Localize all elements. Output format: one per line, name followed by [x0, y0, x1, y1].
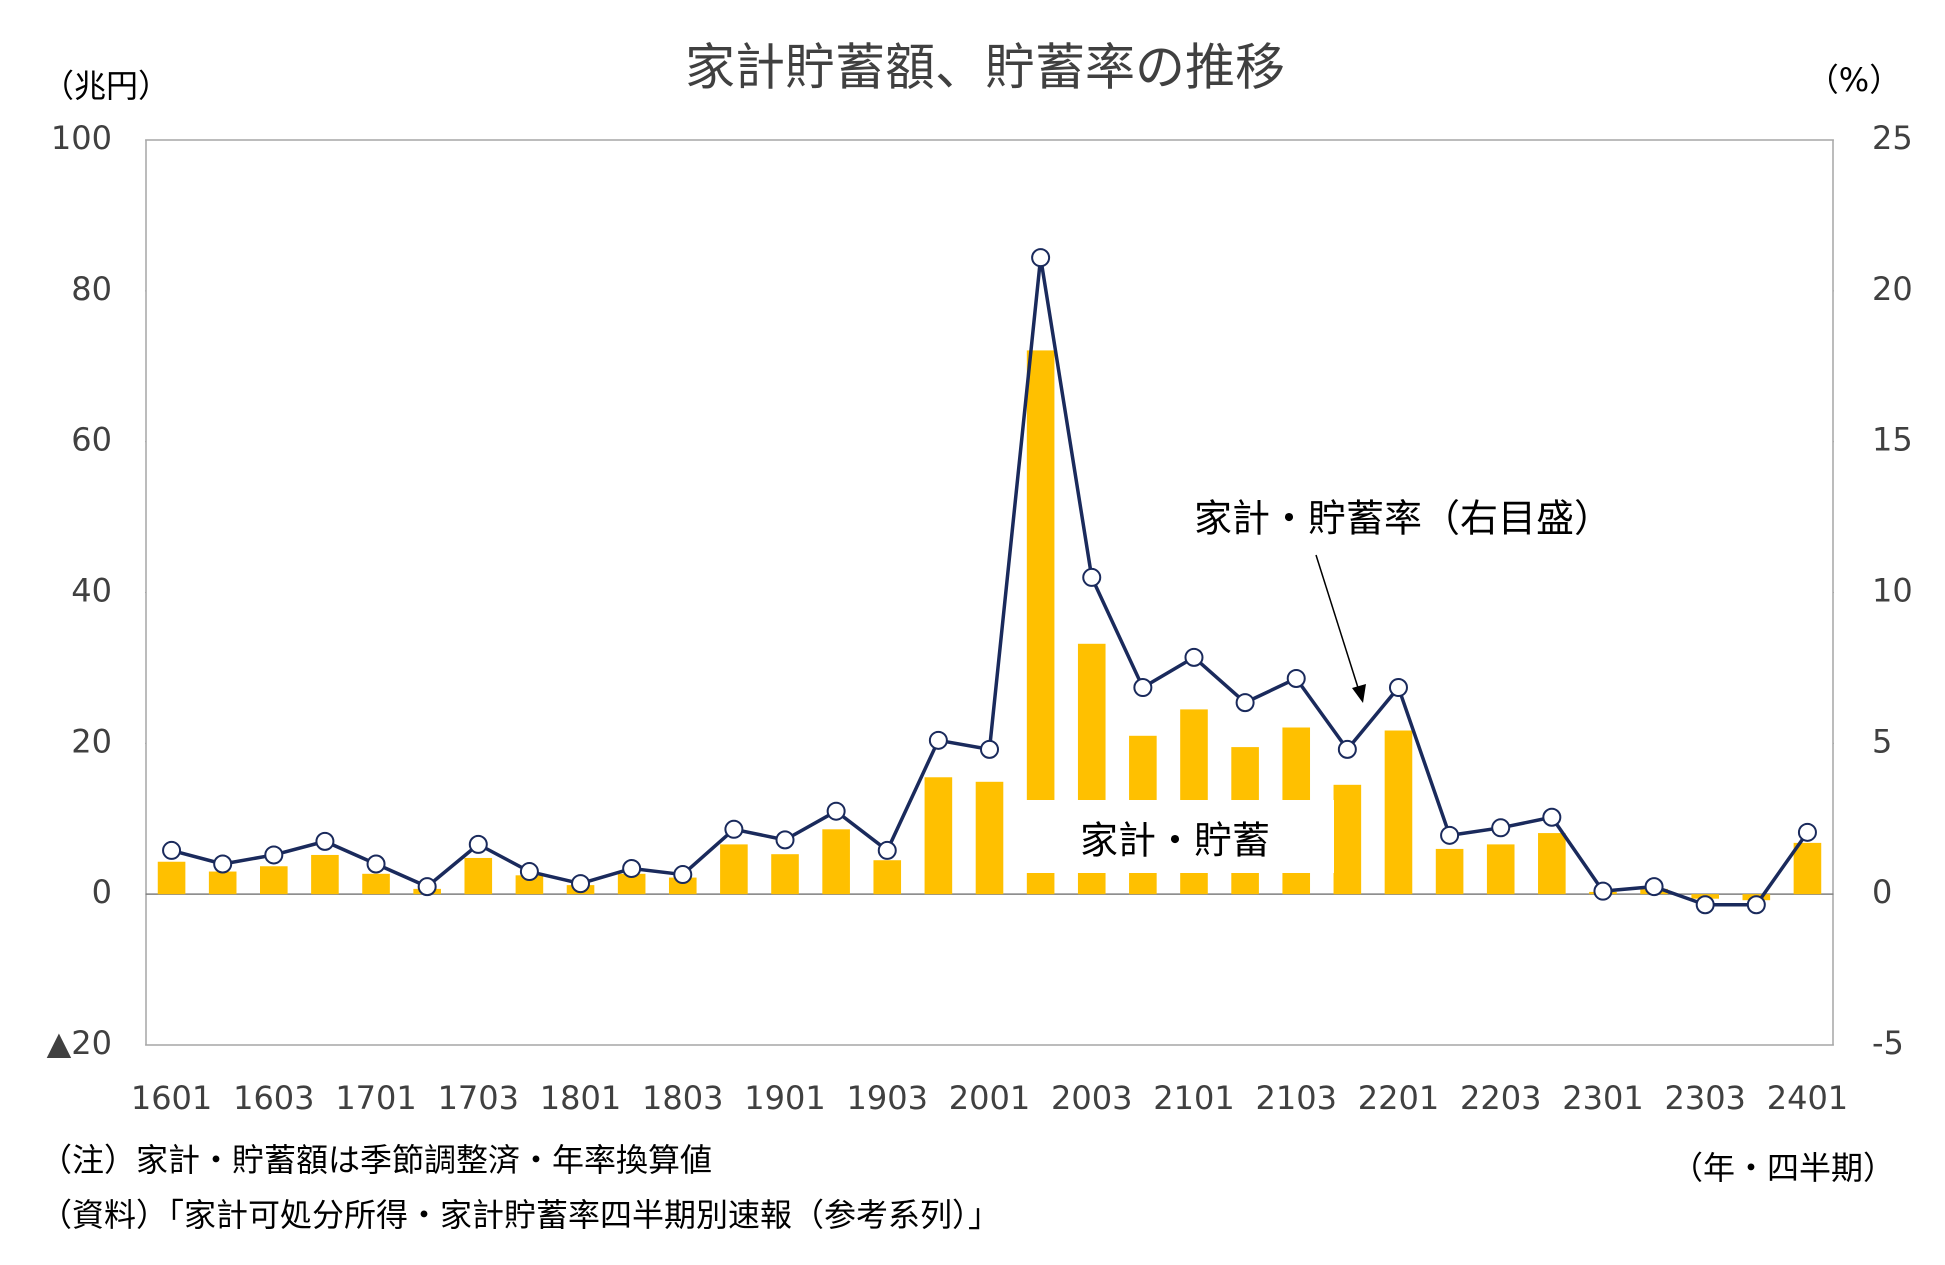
line-marker	[980, 739, 999, 759]
bar	[362, 873, 390, 895]
annotation-arrow	[1315, 554, 1361, 695]
bar	[1435, 848, 1464, 895]
y2-tick-label: 5	[1872, 722, 1892, 760]
y2-tick-label: 10	[1872, 572, 1913, 610]
x-tick-label: 1803	[642, 1079, 723, 1117]
x-tick-label: 1701	[335, 1079, 416, 1117]
bar	[720, 844, 748, 895]
x-tick-label: 2201	[1358, 1079, 1439, 1117]
plot-frame	[145, 139, 1834, 1046]
x-tick-label: 1901	[744, 1079, 825, 1117]
x-tick-label: 2303	[1664, 1079, 1745, 1117]
bar	[1538, 833, 1566, 895]
bar	[157, 861, 186, 895]
bar	[975, 781, 1004, 895]
line-marker	[724, 819, 744, 839]
y-tick-label: 40	[71, 572, 112, 610]
line-marker	[1542, 807, 1562, 827]
line-marker	[468, 834, 488, 854]
line-marker	[571, 874, 591, 894]
line-marker	[519, 862, 539, 882]
y2-tick-label: 15	[1872, 421, 1913, 459]
series-label: 家計・貯蓄	[1080, 819, 1270, 863]
x-tick-label: 2301	[1562, 1079, 1643, 1117]
y-tick-label: 60	[71, 421, 112, 459]
x-tick-label: 2101	[1153, 1079, 1234, 1117]
bar	[617, 873, 646, 895]
x-axis-label: （年・四半期）	[1671, 1149, 1895, 1187]
note: （注）家計・貯蓄額は季節調整済・年率換算値	[40, 1141, 712, 1179]
x-tick-label: 1903	[847, 1079, 928, 1117]
y2-tick-label: 25	[1872, 119, 1913, 157]
y2-tick-label: -5	[1872, 1024, 1904, 1062]
note: （資料）「家計可処分所得・家計貯蓄率四半期別速報（参考系列）」	[40, 1196, 1000, 1234]
x-tick-label: 2203	[1460, 1079, 1541, 1117]
bar	[260, 866, 288, 895]
line-marker	[1593, 881, 1613, 901]
y-tick-label: 0	[92, 873, 112, 911]
line-marker	[1644, 877, 1664, 897]
line-marker	[213, 854, 233, 874]
line-marker	[1491, 818, 1511, 838]
bar	[873, 860, 902, 895]
line-marker	[1440, 825, 1460, 845]
x-tick-label: 1801	[540, 1079, 621, 1117]
y-axis-label: （兆円）	[42, 67, 170, 105]
bar	[822, 829, 850, 895]
line-marker	[1337, 739, 1357, 759]
bar	[311, 854, 339, 895]
line-marker	[1695, 895, 1715, 915]
y-tick-label: 20	[71, 722, 112, 760]
y-tick-label: 80	[71, 270, 112, 308]
bar	[924, 777, 953, 895]
x-tick-label: 2401	[1767, 1079, 1848, 1117]
bar	[464, 857, 493, 895]
x-tick-label: 2003	[1051, 1079, 1132, 1117]
line-marker	[775, 830, 795, 850]
x-tick-label: 1601	[131, 1079, 212, 1117]
bar	[771, 854, 799, 895]
line-marker	[417, 877, 437, 897]
y-tick-label: 100	[51, 119, 112, 157]
bar	[1384, 730, 1413, 895]
line-marker	[1133, 678, 1153, 698]
y2-tick-label: 20	[1872, 270, 1913, 308]
line-marker	[1235, 693, 1255, 713]
bar	[208, 871, 237, 895]
line-marker	[1746, 895, 1766, 915]
bar	[1333, 784, 1362, 895]
line-marker	[622, 859, 642, 879]
bar	[1486, 844, 1515, 895]
line-marker	[162, 840, 182, 860]
line-marker	[1082, 567, 1102, 587]
y2-tick-label: 0	[1872, 873, 1892, 911]
series-label: 家計・貯蓄率（右目盛）	[1194, 497, 1612, 541]
line-marker	[1031, 248, 1051, 268]
x-tick-label: 2103	[1256, 1079, 1337, 1117]
line-marker	[1797, 822, 1817, 842]
line-marker	[1184, 647, 1204, 667]
label-box	[1016, 800, 1334, 873]
line-marker	[366, 854, 386, 874]
bar	[515, 875, 544, 895]
line-marker	[264, 845, 284, 865]
line-marker	[928, 730, 948, 750]
line-marker	[315, 831, 335, 851]
y2-axis-label: （%）	[1807, 61, 1901, 99]
x-tick-label: 1603	[233, 1079, 314, 1117]
arrow-head	[1352, 684, 1366, 703]
line-marker	[826, 801, 846, 821]
line-marker	[1286, 668, 1306, 688]
y-tick-label: ▲20	[47, 1024, 112, 1062]
line-marker	[673, 865, 693, 885]
x-tick-label: 1703	[438, 1079, 519, 1117]
x-tick-label: 2001	[949, 1079, 1030, 1117]
bar	[668, 877, 697, 895]
bar	[1793, 842, 1822, 895]
line-marker	[877, 840, 897, 860]
chart-title: 家計貯蓄額、貯蓄率の推移	[685, 39, 1285, 97]
line-marker	[1388, 678, 1408, 698]
